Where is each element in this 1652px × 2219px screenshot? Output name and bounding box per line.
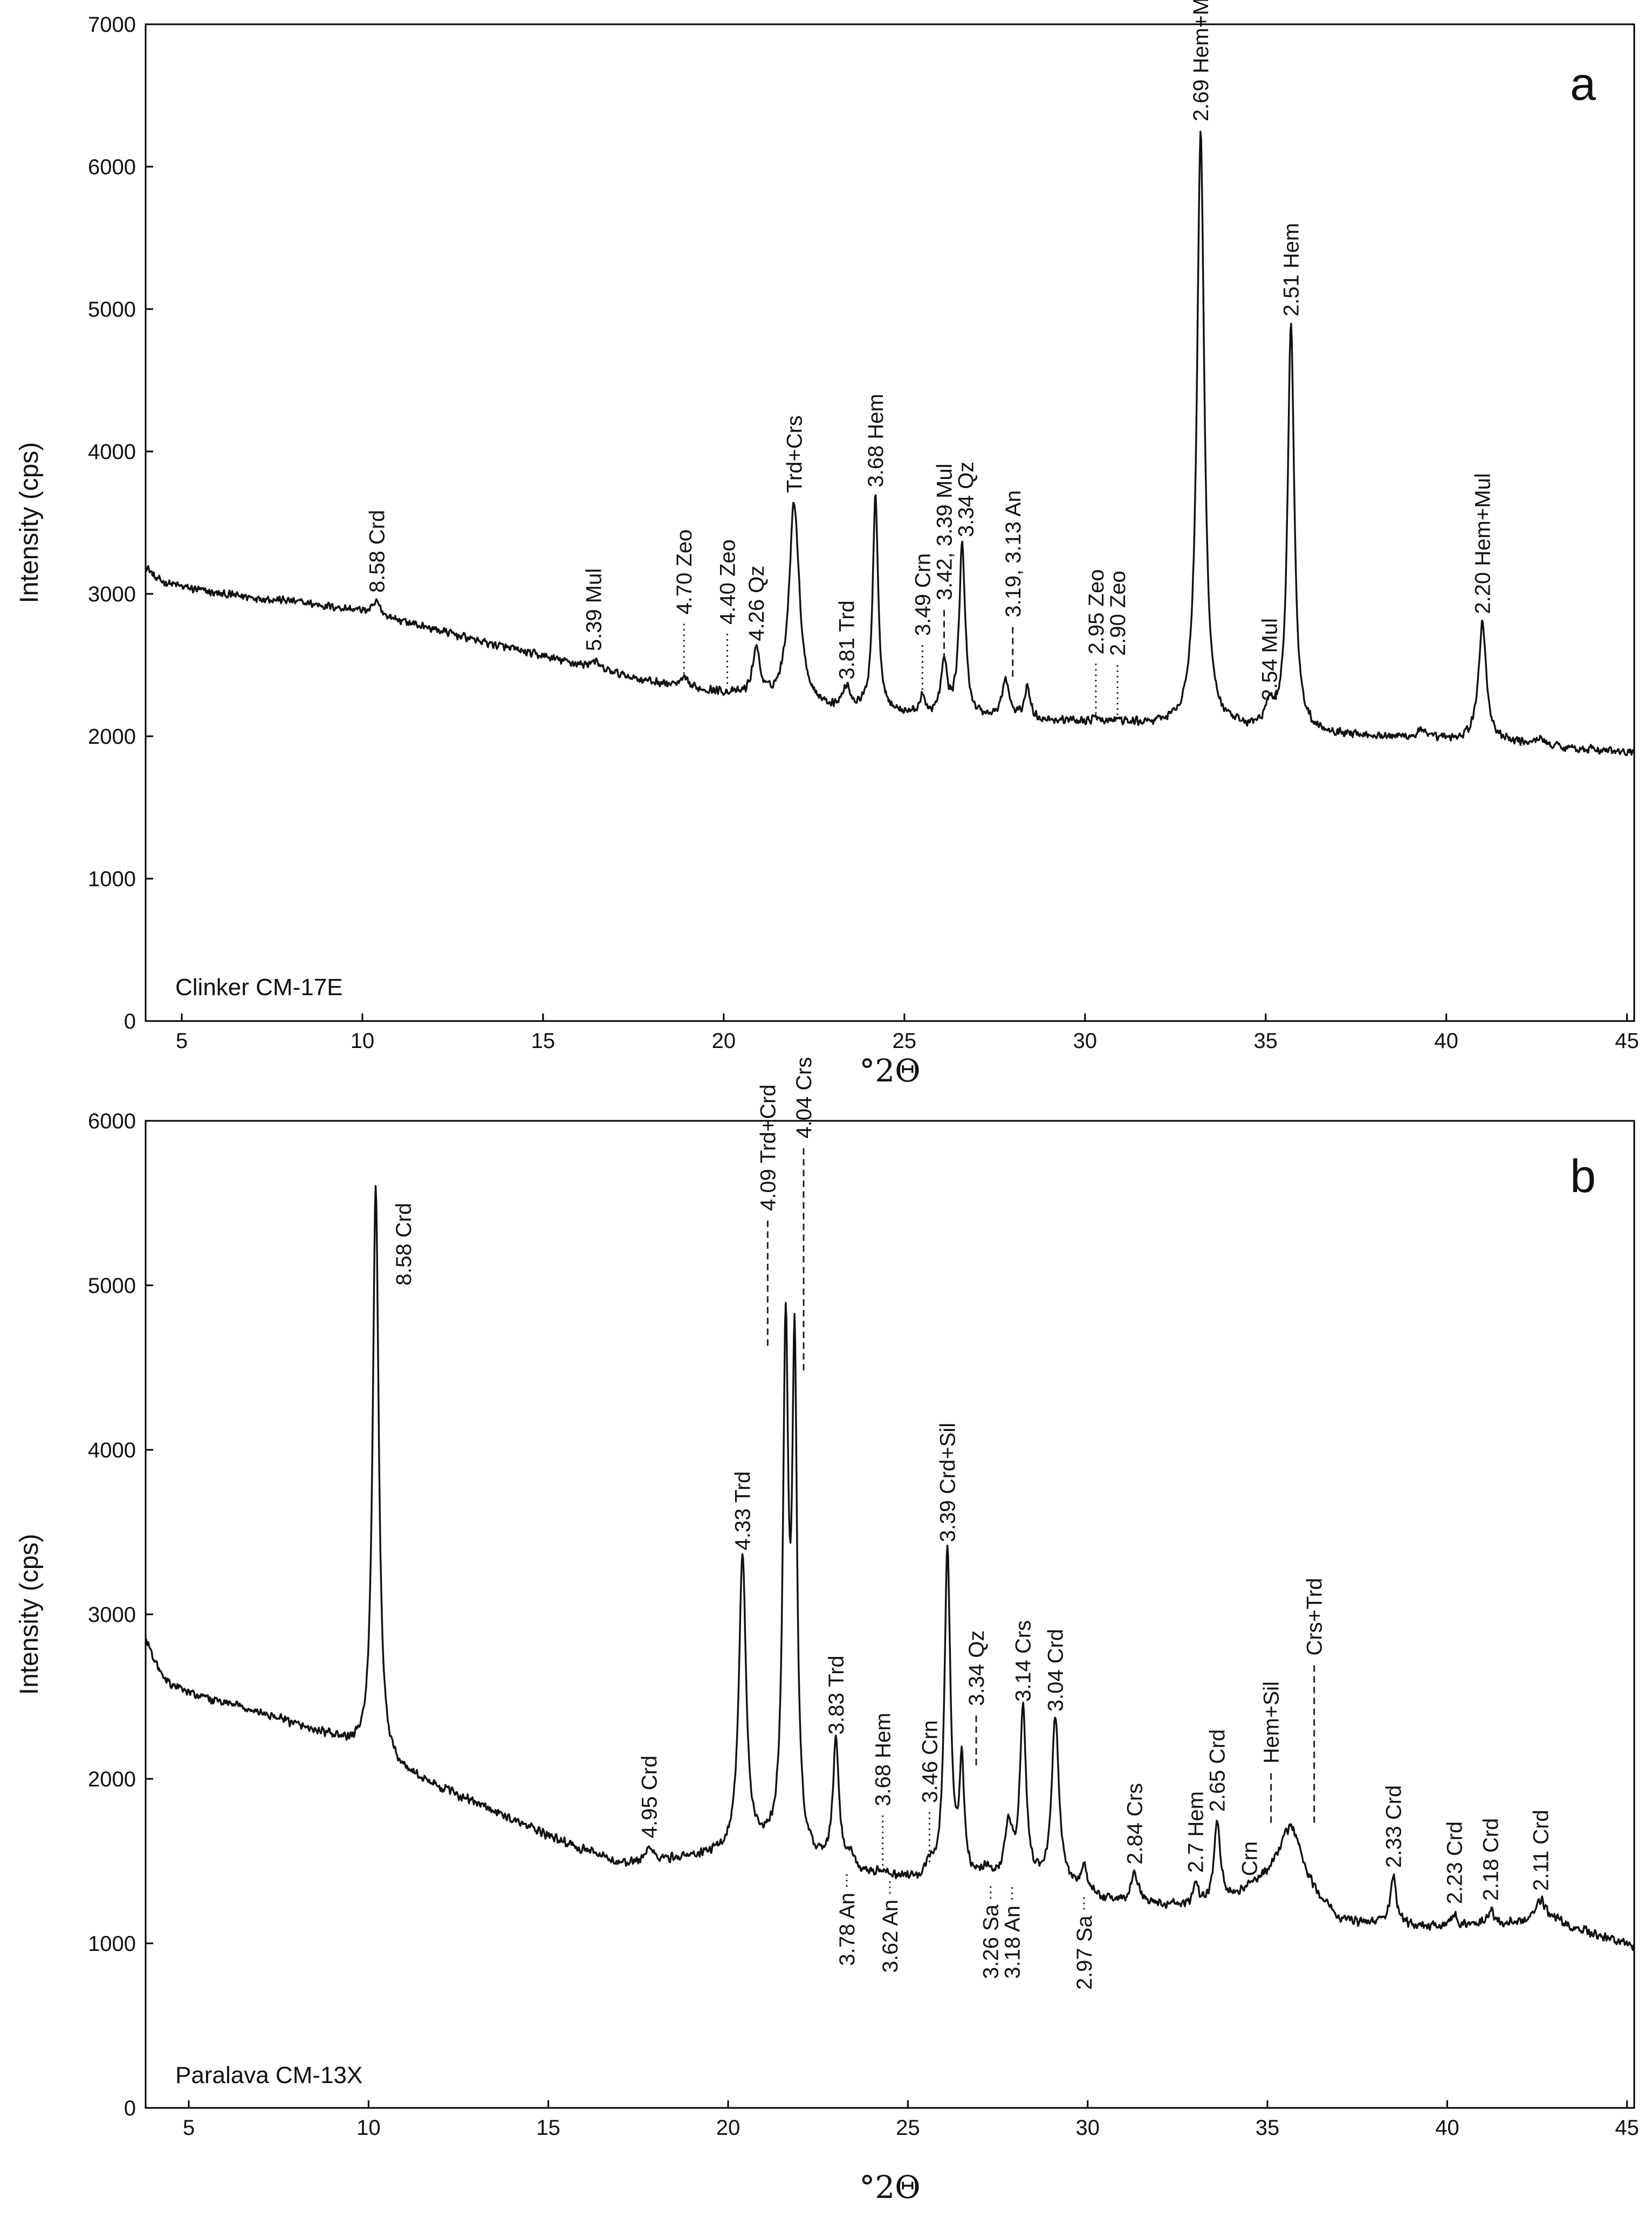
panel-b-peak-label: Hem+Sil [1260, 1681, 1284, 1763]
panel-a-x-tick-label: 25 [893, 1029, 917, 1053]
panel-b-peak-label: 8.58 Crd [392, 1203, 416, 1285]
panel-a-diffractogram-trace [145, 131, 1635, 756]
panel-a-y-tick-label: 3000 [88, 583, 136, 606]
panel-b-x-tick-label: 35 [1256, 2116, 1280, 2140]
panel-b-y-tick-label: 5000 [88, 1274, 136, 1298]
panel-a-x-tick-label: 40 [1434, 1029, 1458, 1053]
panel-b-peak-label: Crn [1238, 1841, 1262, 1876]
panel-a-y-tick-label: 4000 [88, 440, 136, 464]
panel-a-plot-area: 5 10 15 20 25 30 35 40 45 0 1000 2000 3000 4000 5000 60… [88, 0, 1639, 1053]
panel-a-y-axis-label: Intensity (cps) [15, 442, 44, 604]
panel-a-peak-label: 4.40 Zeo [716, 539, 740, 625]
panel-b-peak-label: 2.11 Crd [1530, 1810, 1553, 1891]
panel-b-y-tick-label: 3000 [88, 1603, 136, 1627]
panel-a-y-tick-label: 2000 [88, 725, 136, 749]
panel-b-x-axis-label: °2Θ [859, 2169, 920, 2206]
panel-a-x-tick-label: 10 [351, 1029, 375, 1053]
panel-b-y-axis-label: Intensity (cps) [15, 1534, 44, 1695]
panel-b-peak-label: Crs+Trd [1303, 1578, 1327, 1655]
panel-a-axes-frame [145, 23, 1635, 1022]
panel-b-y-tick-label: 4000 [88, 1439, 136, 1462]
panel-b-x-tick-label: 30 [1075, 2116, 1100, 2140]
panel-b-x-tick-label: 20 [716, 2116, 741, 2140]
panel-b-diffractogram-trace [145, 1185, 1635, 1951]
panel-a-letter: a [1570, 58, 1596, 110]
panel-b-peak-label: 3.14 Crs [1012, 1620, 1036, 1702]
panel-b-y-tick-label: 1000 [88, 1932, 136, 1956]
panel-a-peak-label: 2.69 Hem+Mul [1189, 0, 1213, 121]
panel-a-peak-label: 3.19, 3.13 An [1002, 490, 1025, 618]
panel-a-x-tick-label: 20 [712, 1029, 736, 1053]
panel-b-peak-label: 3.46 Crn [918, 1720, 942, 1803]
panel-a-peak-label: Trd+Crs [783, 415, 806, 493]
panel-a-peak-label: 8.58 Crd [366, 510, 389, 592]
panel-b-peak-label: 2.7 Hem [1184, 1791, 1208, 1873]
panel-b-y-tick-label: 6000 [88, 1110, 136, 1133]
panel-b-peak-label: 2.84 Crs [1123, 1783, 1147, 1865]
panel-a-peak-label: 3.34 Qz [955, 462, 978, 537]
panel-b-x-tick-label: 45 [1615, 2116, 1639, 2140]
panel-b-y-tick-label: 0 [124, 2097, 136, 2120]
panel-b-peak-label: 4.04 Crs [792, 1057, 816, 1139]
panel-a-peak-label: 5.39 Mul [582, 569, 606, 651]
panel-b-peak-label: 3.34 Qz [965, 1631, 989, 1706]
panel-b-peak-label: 4.33 Trd [731, 1471, 755, 1551]
panel-b-y-tick-label: 2000 [88, 1768, 136, 1791]
panel-b-peak-label: 3.68 Hem [872, 1713, 895, 1806]
panel-b-x-tick-label: 10 [357, 2116, 381, 2140]
panel-b-sample-label: Paralava CM-13X [175, 2062, 362, 2088]
panel-b-peak-label: 3.18 An [1001, 1906, 1025, 1979]
panel-b-peak-label: 3.62 An [879, 1900, 902, 1973]
panel-a-x-tick-label: 5 [176, 1029, 188, 1053]
panel-a-x-tick-label: 30 [1073, 1029, 1097, 1053]
panel-b-x-tick-label: 15 [536, 2116, 560, 2140]
panel-a-peak-label: 2.20 Hem+Mul [1471, 473, 1495, 614]
panel-b-peak-label: 3.39 Crd+Sil [936, 1423, 960, 1542]
panel-a-peak-label: 3.81 Trd [835, 600, 859, 680]
panel-b-peak-label: 4.09 Trd+Crd [756, 1084, 780, 1211]
panel-a-y-tick-label: 6000 [88, 155, 136, 179]
panel-b-peak-label: 2.23 Crd [1443, 1821, 1467, 1904]
panel-a-y-tick-label: 5000 [88, 298, 136, 321]
panel-a-peak-label: 2.90 Zeo [1106, 571, 1130, 656]
panel-b-peak-label: 2.65 Crd [1206, 1729, 1230, 1812]
panel-b-peak-label: 2.18 Crd [1479, 1818, 1503, 1901]
panel-a: 5 10 15 20 25 30 35 40 45 0 1000 2000 3000 4000 5000 60… [15, 0, 1639, 1089]
panel-b-axes-frame [145, 1120, 1635, 2109]
panel-b-peak-label: 3.83 Trd [825, 1655, 848, 1735]
panel-b-peak-label: 2.97 Sa [1073, 1915, 1096, 1990]
panel-a-peak-label: 3.68 Hem [864, 394, 888, 487]
panel-b-peak-label: 2.33 Crd [1382, 1785, 1406, 1868]
panel-a-y-tick-label: 1000 [88, 867, 136, 891]
panel-b-x-tick-label: 5 [183, 2116, 195, 2140]
panel-b-peak-label: 3.26 Sa [979, 1904, 1003, 1979]
panel-b-x-tick-label: 25 [896, 2116, 920, 2140]
panel-b-plot-area: 5 10 15 20 25 30 35 40 45 0 1000 2000 3000 4000 5000 60… [88, 1057, 1639, 2140]
panel-a-peak-label: 2.95 Zeo [1085, 569, 1108, 654]
panel-a-sample-label: Clinker CM-17E [175, 974, 343, 1001]
panel-a-x-tick-label: 35 [1253, 1029, 1278, 1053]
panel-b-peak-label: 3.78 An [835, 1893, 859, 1966]
panel-a-x-axis-label: °2Θ [859, 1052, 920, 1089]
panel-b-letter: b [1570, 1150, 1596, 1202]
panel-a-peak-label: 3.42, 3.39 Mul [933, 464, 956, 601]
panel-a-peak-label: 4.70 Zeo [673, 530, 696, 615]
panel-a-y-tick-label: 0 [124, 1010, 136, 1033]
panel-a-x-tick-label: 45 [1615, 1029, 1639, 1053]
panel-b: 5 10 15 20 25 30 35 40 45 0 1000 2000 3000 4000 5000 60… [15, 1057, 1639, 2206]
panel-a-peak-label: 3.49 Crn [911, 553, 935, 636]
panel-a-peak-label: 2.51 Hem [1280, 223, 1304, 316]
panel-b-peak-label: 4.95 Crd [638, 1756, 661, 1838]
panel-a-x-tick-label: 15 [531, 1029, 556, 1053]
panel-a-y-tick-label: 7000 [88, 13, 136, 37]
panel-b-peak-label: 3.04 Crd [1044, 1629, 1068, 1711]
panel-b-x-tick-label: 40 [1435, 2116, 1459, 2140]
panel-a-peak-label: 4.26 Qz [745, 566, 769, 641]
panel-a-peak-label: 2.54 Mul [1258, 618, 1281, 701]
